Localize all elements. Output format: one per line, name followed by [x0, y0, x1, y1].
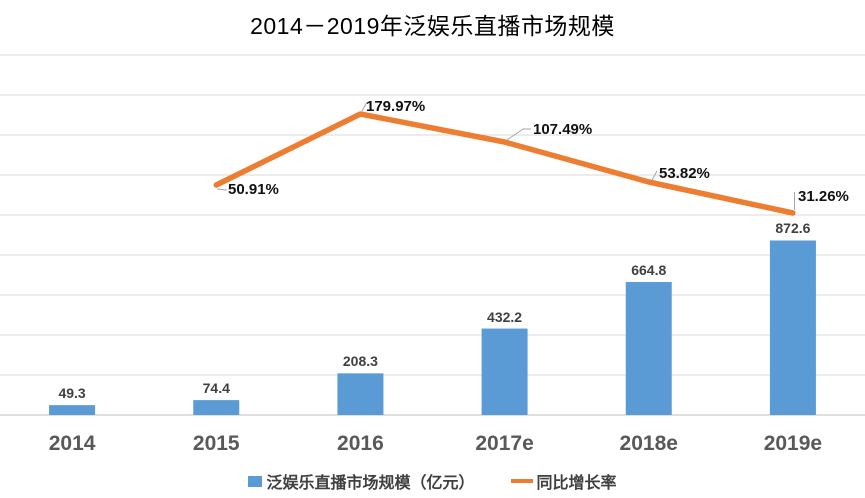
growth-rate-label: 107.49% [533, 121, 593, 138]
label-leader-line [361, 101, 368, 112]
bar-2014 [49, 405, 96, 415]
legend-label: 同比增长率 [536, 475, 617, 492]
growth-rate-label: 179.97% [366, 98, 426, 115]
growth-rate-label: 53.82% [659, 165, 710, 182]
label-leader-line [216, 188, 228, 191]
bar-value-label: 664.8 [631, 262, 667, 279]
legend-item-growth-rate: 同比增长率 [510, 469, 617, 493]
bar-2019e [769, 240, 816, 415]
bar-series-swatch-icon [248, 475, 263, 487]
bar-2017e [481, 328, 528, 415]
growth-rate-line [213, 111, 796, 216]
legend-label: 泛娱乐直播市场规模（亿元） [266, 475, 475, 492]
bar-2018e [625, 282, 672, 415]
label-leader-line [506, 128, 531, 141]
x-axis-label-2015: 2015 [192, 432, 240, 455]
x-axis-label-2019e: 2019e [763, 432, 823, 455]
chart-title: 2014－2019年泛娱乐直播市场规模 [250, 13, 615, 39]
growth-rate-label: 50.91% [228, 181, 279, 198]
bar-value-label: 49.3 [58, 385, 86, 402]
bar-2015 [193, 400, 240, 415]
legend: 泛娱乐直播市场规模（亿元） 同比增长率 [0, 468, 865, 494]
line-series-swatch-icon [510, 479, 533, 483]
bar-value-label: 208.3 [342, 353, 378, 370]
growth-rate-label: 31.26% [798, 188, 849, 205]
label-leader-line [651, 170, 658, 181]
x-axis-label-2016: 2016 [337, 432, 384, 455]
bar-value-label: 872.6 [775, 220, 811, 237]
x-axis-label-2017e: 2017e [475, 432, 534, 455]
legend-item-market-size: 泛娱乐直播市场规模（亿元） [248, 469, 475, 493]
x-axis-label-2014: 2014 [48, 432, 96, 455]
x-axis-label-2018e: 2018e [619, 432, 678, 455]
bar-2016 [337, 373, 384, 415]
bar-value-label: 74.4 [202, 380, 230, 397]
bar-value-label: 432.2 [487, 308, 523, 325]
